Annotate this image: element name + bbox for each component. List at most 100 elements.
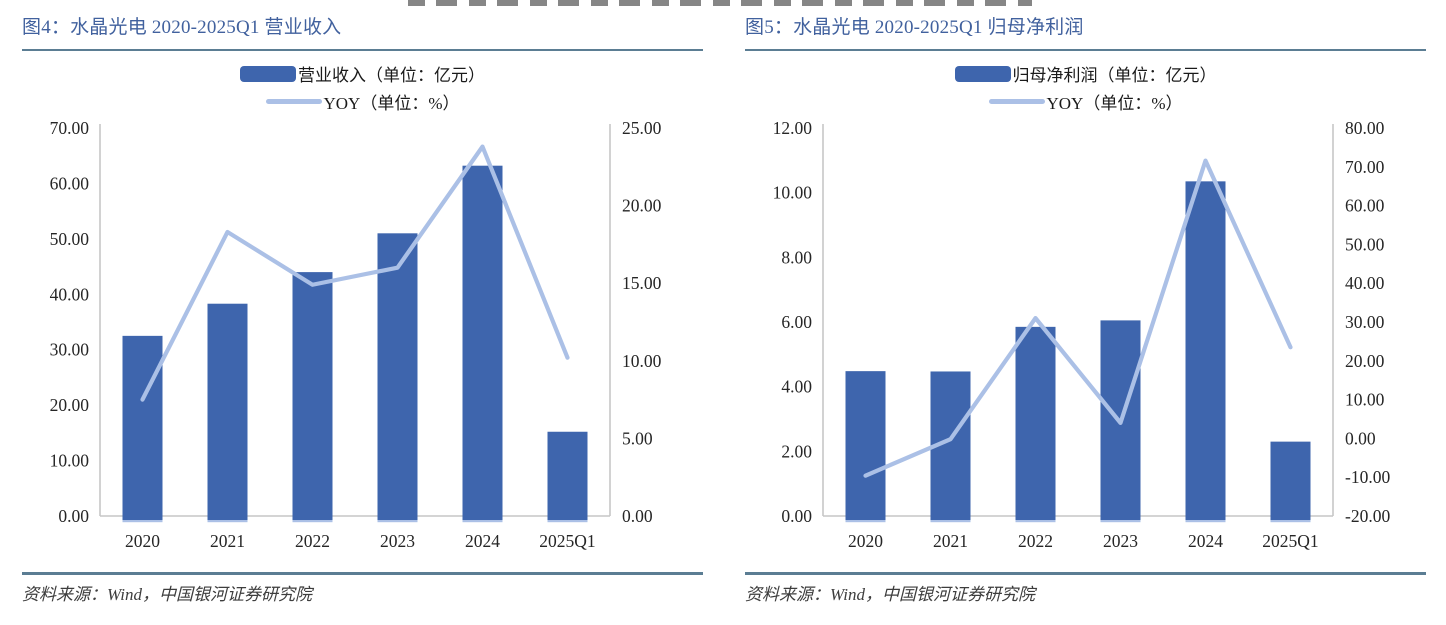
left-tick-label: 40.00 bbox=[50, 284, 90, 304]
left-tick-label: 8.00 bbox=[781, 247, 812, 267]
figure5-legend: 归母净利润（单位：亿元） YOY（单位：%） bbox=[745, 61, 1426, 114]
axis-tick-labels: 0.00 2.00 4.00 6.00 8.00 10.00 12.00 -20.00 -10.… bbox=[773, 118, 1391, 551]
bar-2020 bbox=[845, 371, 886, 520]
x-category-label: 2023 bbox=[380, 531, 415, 551]
left-tick-label: 70.00 bbox=[50, 118, 90, 138]
bar-base-highlight bbox=[1185, 520, 1226, 523]
figure4-footer-rule bbox=[22, 572, 703, 575]
bar-base-highlight bbox=[462, 520, 503, 523]
right-tick-label: -10.00 bbox=[1345, 467, 1390, 487]
bar-series bbox=[845, 181, 1311, 523]
cropped-heading-fragment bbox=[408, 0, 1032, 6]
bar-base-highlight bbox=[1015, 520, 1056, 523]
bar-base-highlight bbox=[1270, 520, 1311, 523]
figure5-title: 图5：水晶光电 2020-2025Q1 归母净利润 bbox=[745, 17, 1084, 38]
legend-item-yoy: YOY（单位：%） bbox=[265, 89, 460, 114]
right-tick-label: 5.00 bbox=[622, 428, 653, 448]
bar-2025Q1 bbox=[547, 431, 588, 520]
legend-item-yoy: YOY（单位：%） bbox=[988, 89, 1183, 114]
bar-base-highlight bbox=[930, 520, 971, 523]
right-tick-label: 0.00 bbox=[622, 506, 653, 526]
right-tick-label: 50.00 bbox=[1345, 234, 1385, 254]
right-tick-label: 70.00 bbox=[1345, 157, 1385, 177]
left-tick-label: 12.00 bbox=[773, 118, 813, 138]
figure4-legend: 营业收入（单位：亿元） YOY（单位：%） bbox=[22, 61, 703, 114]
bar-2024 bbox=[462, 165, 503, 520]
bar-base-highlight bbox=[845, 520, 886, 523]
right-tick-label: 20.00 bbox=[1345, 351, 1385, 371]
line-series-swatch bbox=[988, 99, 1045, 104]
figure4-panel: 图4：水晶光电 2020-2025Q1 营业收入 营业收入（单位：亿元） YOY… bbox=[0, 0, 723, 607]
left-tick-label: 10.00 bbox=[773, 183, 813, 203]
x-category-label: 2023 bbox=[1103, 531, 1138, 551]
legend-label-revenue: 营业收入（单位：亿元） bbox=[298, 66, 485, 85]
right-tick-label: 30.00 bbox=[1345, 312, 1385, 332]
legend-item-revenue: 营业收入（单位：亿元） bbox=[240, 61, 485, 86]
bar-base-highlight bbox=[1100, 520, 1141, 523]
right-tick-label: 40.00 bbox=[1345, 273, 1385, 293]
figure5-panel: 图5：水晶光电 2020-2025Q1 归母净利润 归母净利润（单位：亿元） Y… bbox=[723, 0, 1446, 607]
x-category-label: 2025Q1 bbox=[539, 531, 595, 551]
figure-panels: 图4：水晶光电 2020-2025Q1 营业收入 营业收入（单位：亿元） YOY… bbox=[0, 0, 1446, 607]
x-category-label: 2025Q1 bbox=[1262, 531, 1318, 551]
x-category-label: 2021 bbox=[210, 531, 245, 551]
left-tick-label: 50.00 bbox=[50, 229, 90, 249]
right-tick-label: 60.00 bbox=[1345, 196, 1385, 216]
x-category-label: 2024 bbox=[465, 531, 500, 551]
left-tick-label: 30.00 bbox=[50, 340, 90, 360]
bar-2025Q1 bbox=[1270, 441, 1311, 520]
figure4-title: 图4：水晶光电 2020-2025Q1 营业收入 bbox=[22, 17, 342, 38]
bar-base-highlight bbox=[292, 520, 333, 523]
axis-tick-labels: 0.00 10.00 20.00 30.00 40.00 50.00 60.00 70.00 0… bbox=[50, 118, 662, 551]
legend-label-yoy: YOY（单位：%） bbox=[323, 94, 460, 113]
bar-series bbox=[122, 165, 588, 523]
figure5-title-rule bbox=[745, 49, 1426, 51]
bar-2022 bbox=[1015, 326, 1056, 520]
right-tick-label: 20.00 bbox=[622, 196, 662, 216]
x-category-label: 2022 bbox=[1018, 531, 1053, 551]
x-category-label: 2020 bbox=[848, 531, 883, 551]
right-tick-label: 10.00 bbox=[1345, 390, 1385, 410]
x-category-label: 2024 bbox=[1188, 531, 1223, 551]
bar-base-highlight bbox=[547, 520, 588, 523]
x-category-label: 2021 bbox=[933, 531, 968, 551]
yoy-line bbox=[140, 144, 570, 402]
right-tick-label: 0.00 bbox=[1345, 428, 1376, 448]
left-tick-label: 6.00 bbox=[781, 312, 812, 332]
legend-label-netprofit: 归母净利润（单位：亿元） bbox=[1012, 66, 1217, 85]
bar-series-swatch bbox=[240, 65, 296, 82]
right-tick-label: 80.00 bbox=[1345, 118, 1385, 138]
x-category-label: 2022 bbox=[295, 531, 330, 551]
left-tick-label: 10.00 bbox=[50, 451, 90, 471]
left-tick-label: 0.00 bbox=[58, 506, 89, 526]
figure4-source-note: 资料来源：Wind，中国银河证券研究院 bbox=[22, 585, 312, 604]
right-tick-label: 10.00 bbox=[622, 351, 662, 371]
figure5-footer-rule bbox=[745, 572, 1426, 575]
bar-2020 bbox=[122, 335, 163, 520]
figure4-chart: 0.00 10.00 20.00 30.00 40.00 50.00 60.00 70.00 0… bbox=[50, 118, 662, 551]
bar-base-highlight bbox=[122, 520, 163, 523]
bar-base-highlight bbox=[377, 520, 418, 523]
figure5-source-note: 资料来源：Wind，中国银河证券研究院 bbox=[745, 585, 1035, 604]
left-tick-label: 4.00 bbox=[781, 377, 812, 397]
x-category-label: 2020 bbox=[125, 531, 160, 551]
bar-base-highlight bbox=[207, 520, 248, 523]
line-series-swatch bbox=[265, 99, 322, 104]
bar-2024 bbox=[1185, 181, 1226, 520]
left-tick-label: 0.00 bbox=[781, 506, 812, 526]
yoy-line bbox=[863, 158, 1293, 478]
bar-2022 bbox=[292, 272, 333, 520]
legend-label-yoy: YOY（单位：%） bbox=[1046, 94, 1183, 113]
figure4-title-rule bbox=[22, 49, 703, 51]
right-tick-label: 25.00 bbox=[622, 118, 662, 138]
bar-series-swatch bbox=[954, 65, 1011, 82]
bar-2021 bbox=[207, 303, 248, 520]
legend-item-netprofit: 归母净利润（单位：亿元） bbox=[954, 61, 1217, 86]
left-tick-label: 2.00 bbox=[781, 441, 812, 461]
bar-2023 bbox=[377, 233, 418, 521]
left-tick-label: 60.00 bbox=[50, 173, 90, 193]
left-tick-label: 20.00 bbox=[50, 395, 90, 415]
right-tick-label: 15.00 bbox=[622, 273, 662, 293]
right-tick-label: -20.00 bbox=[1345, 506, 1390, 526]
